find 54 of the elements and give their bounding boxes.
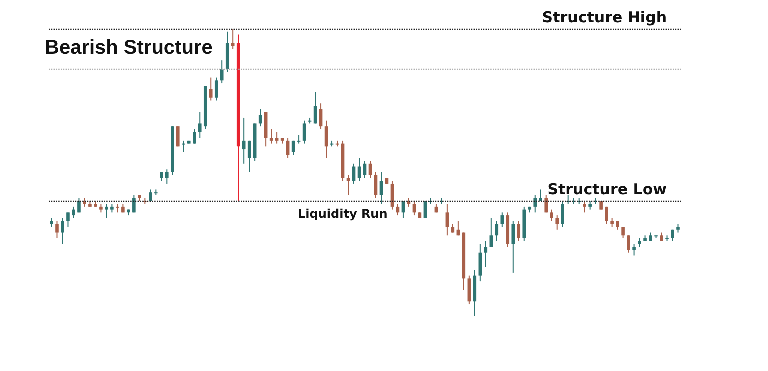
candlestick [214,77,218,102]
candlestick [220,60,224,84]
candlestick [500,212,504,228]
chart-title: Bearish Structure [45,37,213,59]
candlestick [632,244,636,256]
candlestick [324,120,328,159]
candlestick [517,220,521,242]
candlestick [292,140,296,156]
candlestick [275,132,279,144]
candlestick [380,172,384,205]
annotation: Liquidity Run [298,207,388,221]
candlestick [374,172,378,199]
candlestick [270,128,274,144]
candlestick [314,92,318,124]
candlestick [286,138,290,159]
candlestick [605,206,608,225]
candlestick [182,140,186,153]
candlestick [72,206,76,219]
candlestick [556,215,559,230]
candlestick [166,169,169,184]
candlestick [346,174,350,196]
candlestick [297,134,301,144]
candlestick [192,128,196,144]
candlestick [534,194,538,214]
candlestick [446,204,450,236]
candlestick [78,198,81,214]
candlestick [176,126,180,148]
candlestick [561,200,564,228]
candlestick [484,240,488,268]
candlestick [550,209,554,222]
candlestick [56,220,59,240]
ref-line-label: Structure Low [548,180,668,199]
candlestick [209,77,213,102]
candlestick [622,226,625,240]
candlestick [424,200,428,219]
candlestick [512,220,516,274]
candlestick [231,28,235,50]
candlestick [105,204,108,219]
candlestick [468,275,472,306]
ref-line-label: Structure High [542,8,667,26]
candlestick [368,160,372,179]
candlestick [495,220,499,242]
candlestick [490,218,494,248]
candlestick [363,160,367,179]
candlestick [198,112,202,139]
candlestick [627,235,630,254]
candlestick [66,212,70,228]
candlestick [61,218,64,245]
candlestick [248,140,252,173]
candlestick [319,103,323,130]
candlestick [302,120,306,144]
candlestick [583,200,586,214]
candlestick [478,244,482,282]
candlestick [132,194,136,214]
